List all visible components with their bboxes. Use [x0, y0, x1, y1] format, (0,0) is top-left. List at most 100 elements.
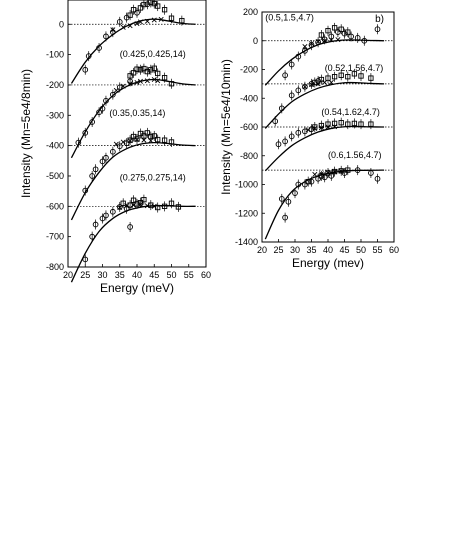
data-point-cross	[328, 37, 334, 43]
data-point-cross	[322, 38, 328, 44]
data-point-square	[168, 81, 175, 87]
series-2: (0.425,0.425,14)	[68, 49, 206, 159]
data-point-square	[141, 1, 147, 8]
data-point-cross	[322, 79, 328, 85]
data-point-cross	[312, 171, 318, 177]
data-point-circle	[75, 139, 82, 146]
data-point-square	[148, 133, 154, 140]
series-label: (0.275,0.275,14)	[120, 173, 186, 183]
data-point-square	[155, 70, 161, 77]
data-point-square	[141, 65, 147, 72]
data-point-square	[168, 15, 175, 21]
chart-panel-2: 20 25 30 35 40 45 50 55 60 200 0 -200 -400 -600 -800 -1…	[219, 7, 399, 270]
data-point-square	[151, 133, 157, 139]
plot-frame	[67, 0, 207, 268]
x-tick-label: 35	[115, 270, 125, 280]
data-point-cross	[318, 171, 324, 177]
data-point-cross	[302, 84, 308, 90]
data-point-circle	[92, 221, 99, 228]
data-point-circle	[99, 158, 106, 165]
data-point-square	[155, 3, 161, 9]
data-point-circle	[82, 66, 89, 73]
data-point-cross	[141, 137, 147, 143]
data-point-circle	[272, 118, 279, 125]
data-point-square	[345, 29, 351, 35]
y-tick-label: -600	[46, 201, 64, 211]
x-tick-label: 60	[389, 245, 399, 255]
data-point-circle	[89, 233, 96, 240]
data-point-square	[141, 196, 147, 203]
y-tick-label: 0	[59, 19, 64, 29]
data-point-square	[331, 168, 338, 175]
data-point-square	[325, 170, 331, 176]
data-point-circle	[315, 39, 321, 46]
data-point-circle	[275, 141, 282, 148]
series-label: (0.5,1.5,4.7)	[265, 13, 314, 23]
x-tick-label: 55	[184, 270, 194, 280]
series-label: (0.35,0.35,14)	[109, 108, 165, 118]
data-point-circle	[368, 170, 374, 176]
data-point-circle	[82, 187, 89, 194]
x-tick-label: 40	[132, 270, 142, 280]
data-point-circle	[92, 166, 99, 173]
data-point-square	[351, 71, 358, 77]
y-tick-label: -700	[46, 232, 64, 242]
data-point-square	[325, 75, 331, 81]
data-point-square	[120, 200, 126, 206]
data-point-cross	[335, 37, 341, 43]
data-point-circle	[295, 129, 302, 136]
data-point-square	[351, 120, 358, 127]
data-point-circle	[292, 190, 298, 196]
data-point-square	[130, 197, 137, 203]
data-point-circle	[89, 173, 96, 179]
data-point-square	[141, 133, 147, 139]
data-point-cross	[127, 81, 133, 87]
data-point-circle	[282, 214, 288, 221]
data-point-square	[318, 76, 325, 83]
data-point-square	[312, 124, 318, 130]
y-tick-label: -400	[240, 93, 258, 103]
x-tick-label: 45	[339, 245, 349, 255]
data-point-circle	[109, 208, 116, 215]
data-point-circle	[295, 87, 302, 94]
data-point-circle	[89, 119, 96, 125]
data-point-square	[345, 74, 351, 80]
data-point-square	[127, 12, 133, 18]
data-point-cross	[113, 141, 119, 147]
series-fit-curve	[264, 125, 385, 172]
data-point-circle	[285, 198, 292, 205]
series-fit-curve	[70, 141, 196, 221]
data-point-cross	[148, 138, 154, 144]
y-axis-title: Intensity (Mn=5e4/10min)	[219, 59, 233, 195]
x-tick-label: 20	[257, 245, 267, 255]
data-point-square	[148, 67, 154, 73]
data-point-cross	[120, 139, 126, 145]
data-point-circle	[116, 204, 123, 210]
data-point-cross	[113, 87, 119, 93]
data-point-square	[338, 26, 344, 32]
data-point-cross	[144, 203, 150, 209]
data-point-circle	[134, 9, 140, 16]
x-tick-label: 50	[356, 245, 366, 255]
data-point-cross	[325, 170, 331, 176]
data-point-square	[345, 121, 351, 127]
data-point-circle	[116, 18, 123, 25]
y-axis-title: Intensity (Mn=5e4/8min)	[19, 69, 33, 198]
data-point-cross	[151, 17, 157, 23]
data-point-circle	[288, 61, 295, 68]
x-axis-title: Energy (meV)	[100, 281, 174, 295]
data-point-circle	[328, 33, 335, 40]
y-tick-label: -300	[46, 110, 64, 120]
data-point-cross	[120, 24, 126, 30]
data-point-cross	[134, 137, 140, 143]
series-label: (0.52,1.56,4.7)	[325, 63, 384, 73]
data-point-cross	[338, 168, 344, 174]
series-label: (0.425,0.425,14)	[120, 49, 186, 59]
data-point-square	[134, 136, 140, 142]
data-point-circle	[302, 47, 308, 54]
data-point-cross	[315, 38, 321, 44]
data-point-cross	[318, 125, 324, 131]
data-point-circle	[282, 138, 288, 145]
series-label: (0.54,1.62,4.7)	[321, 107, 380, 117]
